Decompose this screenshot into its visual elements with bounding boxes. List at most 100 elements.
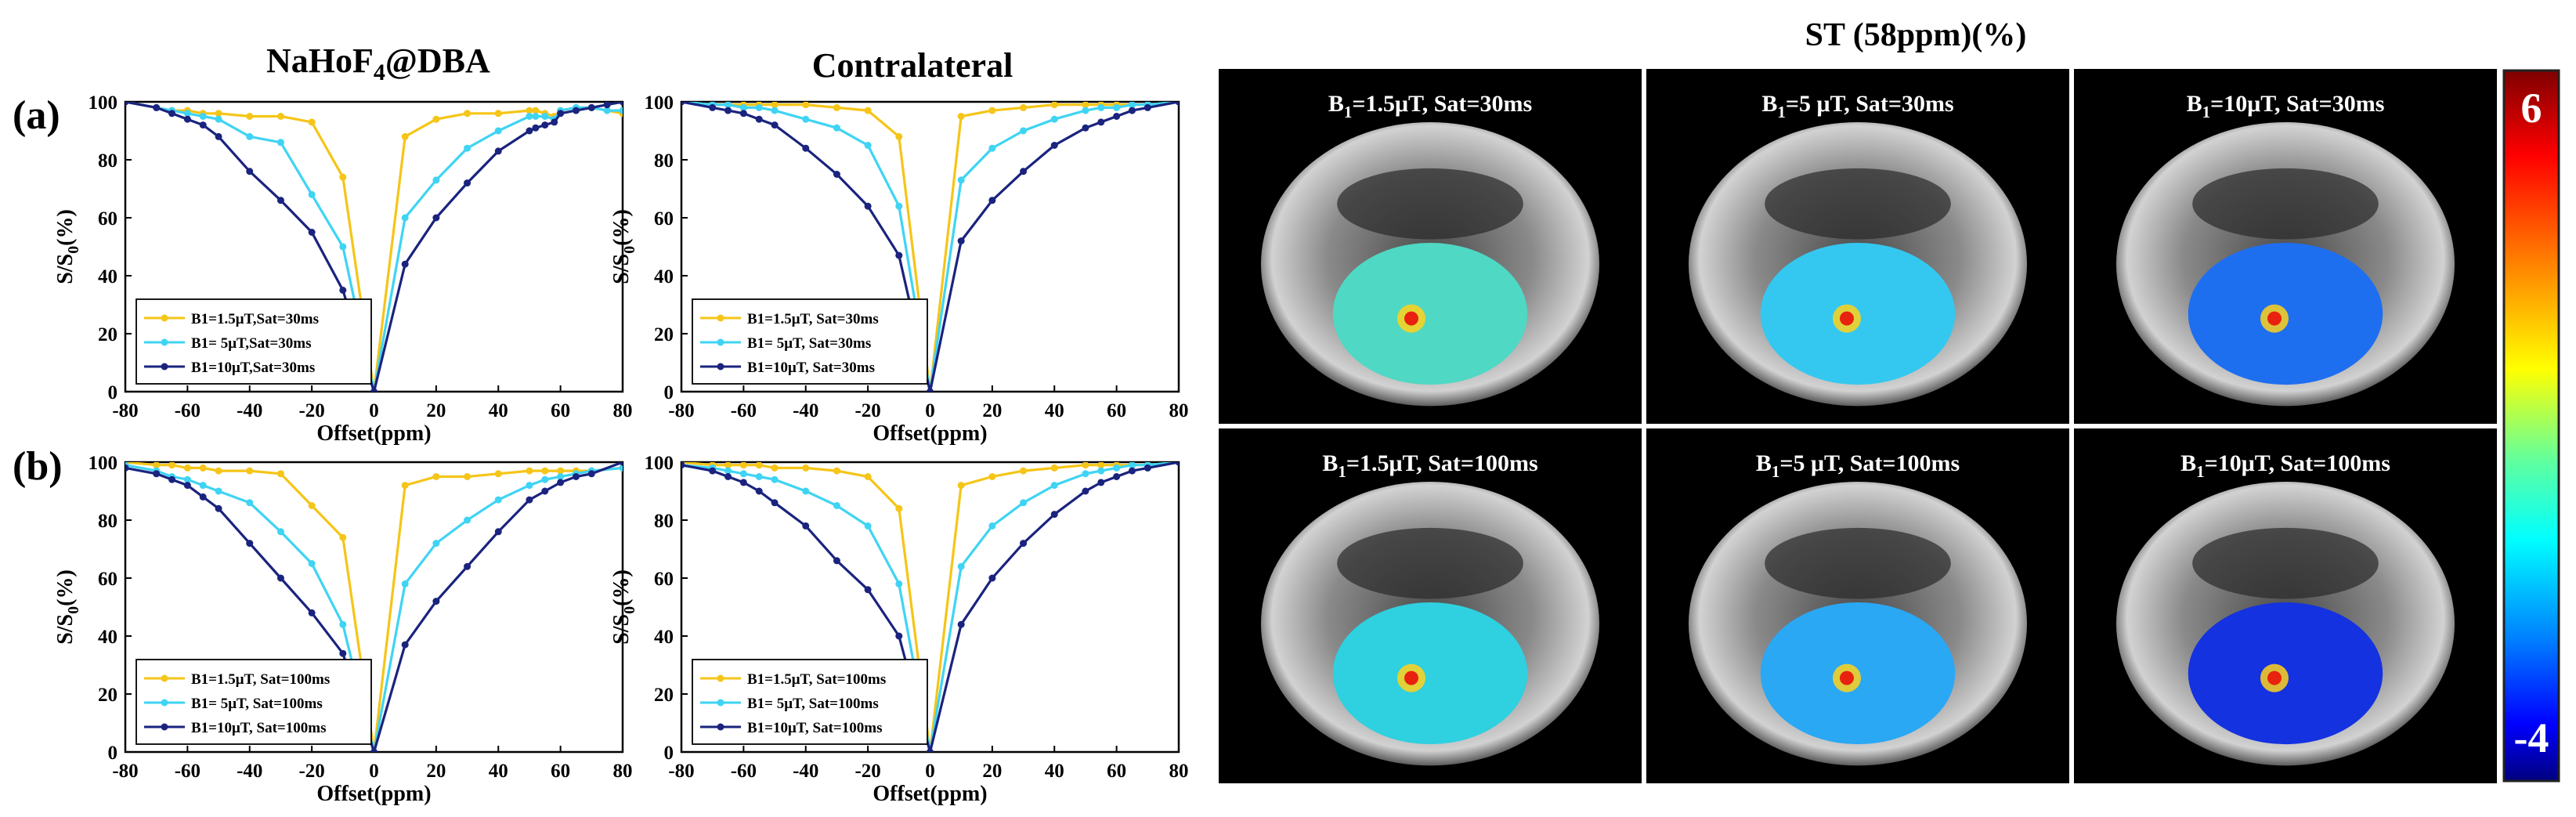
data-point bbox=[802, 144, 810, 152]
data-point bbox=[957, 113, 965, 120]
data-point bbox=[864, 522, 872, 530]
data-point bbox=[895, 132, 903, 140]
x-axis-label: Offset(ppm) bbox=[873, 421, 987, 446]
data-point bbox=[401, 214, 409, 222]
data-point bbox=[1050, 482, 1058, 490]
legend-marker bbox=[717, 674, 724, 682]
y-tick-label: 80 bbox=[98, 150, 117, 172]
data-point bbox=[308, 609, 316, 616]
data-point bbox=[1082, 102, 1089, 109]
data-point bbox=[619, 107, 623, 114]
data-point bbox=[246, 113, 254, 120]
data-point bbox=[1097, 118, 1105, 126]
map-title: B1=1.5μT, Sat=100ms bbox=[1322, 450, 1537, 481]
data-point bbox=[557, 473, 565, 480]
x-tick-label: 40 bbox=[489, 761, 508, 782]
series-line bbox=[681, 102, 1179, 392]
data-point bbox=[215, 487, 222, 495]
data-point bbox=[308, 502, 316, 509]
st-hotspot-core bbox=[1404, 671, 1418, 685]
chart-panel-a-nahof4: -80 -60 -40 -20 0 20 40 60 80 0 20 40 60 80 100 Offset(… bbox=[53, 92, 633, 446]
data-point bbox=[1082, 124, 1089, 132]
legend-label: B1=1.5μT, Sat=100ms bbox=[747, 671, 886, 688]
data-point bbox=[957, 562, 965, 570]
data-point bbox=[681, 102, 685, 106]
st-map-cell: B1=1.5μT, Sat=100ms bbox=[1219, 428, 1642, 783]
data-point bbox=[199, 113, 207, 120]
data-point bbox=[802, 487, 810, 495]
data-point bbox=[215, 132, 222, 140]
data-point bbox=[587, 470, 595, 478]
y-tick-label: 60 bbox=[654, 569, 674, 590]
data-point bbox=[739, 103, 747, 111]
data-point bbox=[895, 632, 903, 640]
x-tick-label: -40 bbox=[793, 761, 818, 782]
data-point bbox=[895, 504, 903, 512]
chart-panel-b-nahof4: -80 -60 -40 -20 0 20 40 60 80 0 20 40 60 80 100 Offset(… bbox=[53, 453, 633, 806]
x-axis-label: Offset(ppm) bbox=[316, 782, 431, 806]
x-tick-label: 20 bbox=[426, 761, 446, 782]
data-point bbox=[199, 121, 207, 129]
data-point bbox=[1128, 462, 1136, 469]
legend-marker bbox=[161, 723, 168, 731]
data-point bbox=[494, 147, 502, 155]
x-tick-label: 60 bbox=[1107, 400, 1126, 421]
data-point bbox=[1020, 540, 1028, 548]
y-tick-label: 0 bbox=[664, 743, 674, 764]
data-point bbox=[988, 107, 996, 114]
data-point bbox=[1050, 511, 1058, 519]
data-point bbox=[739, 470, 747, 478]
data-point bbox=[339, 243, 347, 251]
data-point bbox=[246, 168, 254, 175]
data-point bbox=[895, 251, 903, 259]
data-point bbox=[1082, 462, 1089, 469]
data-point bbox=[957, 176, 965, 184]
y-tick-label: 100 bbox=[89, 453, 118, 474]
data-point bbox=[724, 107, 732, 114]
data-point bbox=[215, 115, 222, 123]
x-tick-label: -60 bbox=[731, 761, 757, 782]
x-tick-label: -20 bbox=[854, 761, 880, 782]
map-title: B1=5 μT, Sat=100ms bbox=[1756, 450, 1960, 481]
data-point bbox=[541, 113, 549, 120]
y-tick-label: 40 bbox=[98, 266, 117, 287]
y-axis-label: S/S0(%) bbox=[609, 569, 638, 645]
data-point bbox=[1113, 464, 1121, 472]
legend-label: B1= 5μT, Sat=100ms bbox=[747, 696, 879, 712]
data-point bbox=[1050, 464, 1058, 472]
y-tick-label: 60 bbox=[98, 569, 117, 590]
data-point bbox=[557, 110, 565, 117]
data-point bbox=[494, 470, 502, 478]
data-point bbox=[833, 103, 840, 111]
data-point bbox=[464, 473, 471, 480]
series-group bbox=[125, 462, 623, 752]
data-point bbox=[276, 197, 284, 204]
data-point bbox=[246, 132, 254, 140]
data-point bbox=[988, 473, 996, 480]
legend-label: B1=1.5μT,Sat=30ms bbox=[191, 311, 319, 327]
data-point bbox=[532, 124, 540, 132]
data-point bbox=[401, 482, 409, 490]
data-point bbox=[526, 482, 533, 490]
data-point bbox=[755, 103, 763, 111]
st-map-cell: B1=10μT, Sat=100ms bbox=[2074, 428, 2497, 783]
data-point bbox=[432, 214, 440, 222]
y-tick-label: 80 bbox=[654, 150, 674, 172]
legend-marker bbox=[161, 363, 168, 371]
y-tick-label: 60 bbox=[98, 208, 117, 230]
data-point bbox=[339, 173, 347, 181]
x-tick-label: 40 bbox=[1045, 761, 1064, 782]
data-point bbox=[526, 107, 533, 114]
data-point bbox=[215, 467, 222, 475]
x-tick-label: 0 bbox=[925, 400, 935, 421]
data-point bbox=[1082, 107, 1089, 114]
row-label-a: (a) bbox=[13, 93, 60, 138]
y-tick-label: 20 bbox=[98, 324, 117, 345]
data-point bbox=[432, 598, 440, 606]
data-point bbox=[557, 467, 565, 475]
y-tick-label: 20 bbox=[654, 685, 674, 706]
data-point bbox=[1020, 499, 1028, 507]
x-tick-label: 80 bbox=[613, 400, 633, 421]
legend-label: B1=10μT, Sat=100ms bbox=[747, 720, 882, 736]
y-tick-label: 80 bbox=[98, 511, 117, 532]
